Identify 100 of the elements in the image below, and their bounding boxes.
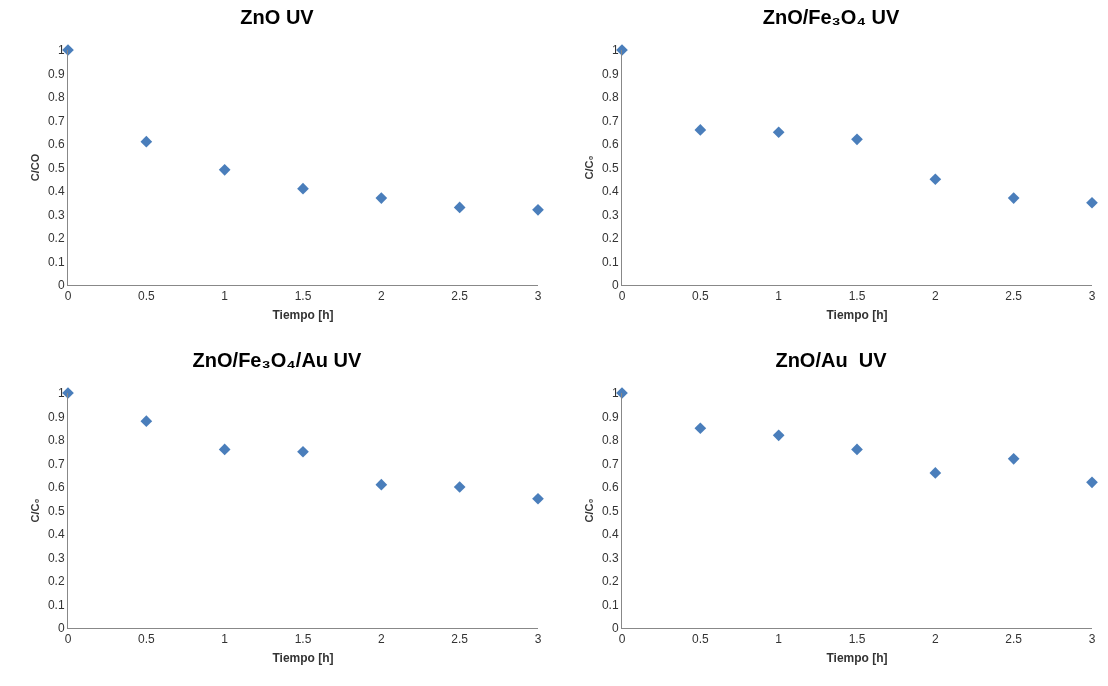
x-tick-label: 3	[1088, 289, 1096, 304]
x-tick-label: 1.5	[848, 289, 866, 304]
y-tick-label: 0.1	[47, 597, 65, 612]
y-tick-label: 0.2	[47, 231, 65, 246]
y-tick-label: 0.5	[47, 160, 65, 175]
y-tick-label: 0.8	[601, 433, 619, 448]
y-tick-label: 0.9	[47, 409, 65, 424]
y-tick-label: 0.7	[601, 113, 619, 128]
x-tick-label: 2	[377, 289, 385, 304]
chart-title: ZnO UV	[240, 6, 315, 29]
point	[297, 182, 309, 195]
y-tick-label: 0.3	[47, 207, 65, 222]
y-tick-label: 0	[57, 278, 65, 293]
point	[851, 133, 863, 146]
point	[851, 443, 863, 456]
point	[453, 201, 466, 214]
y-tick-label: 0	[57, 621, 65, 636]
x-tick-label: 0.5	[691, 289, 709, 304]
y-tick-label: 0.6	[601, 137, 619, 152]
x-tick-label: 1.5	[848, 632, 866, 647]
x-tick-label: 2	[931, 289, 939, 304]
y-tick-label: 0.6	[47, 137, 65, 152]
x-axis-title: Tiempo [h]	[272, 651, 334, 666]
point	[1086, 196, 1098, 209]
x-tick-label: 0.5	[691, 632, 709, 647]
point	[772, 429, 785, 442]
x-tick-label: 2	[377, 632, 385, 647]
y-tick-label: 0	[611, 278, 619, 293]
x-tick-label: 1.5	[294, 289, 312, 304]
y-axis-title: C/CO	[28, 153, 41, 182]
x-tick-label: 2	[931, 632, 939, 647]
y-tick-label: 0.8	[47, 433, 65, 448]
y-tick-label: 1	[57, 43, 65, 58]
point	[218, 164, 231, 176]
y-tick-label: 1	[611, 386, 619, 401]
point	[375, 192, 388, 204]
chart-title: ZnO/Fe₃O₄ UV	[762, 6, 900, 29]
y-tick-label: 0.6	[47, 480, 65, 495]
y-tick-label: 0	[611, 621, 619, 636]
y-axis-title: C/C₀	[28, 498, 41, 523]
y-tick-label: 0.5	[601, 503, 619, 518]
y-tick-label: 0.2	[601, 231, 619, 246]
y-tick-label: 0.1	[601, 254, 619, 269]
y-tick-label: 0.3	[601, 550, 619, 565]
y-tick-label: 0.5	[601, 160, 619, 175]
point	[218, 443, 231, 456]
point	[297, 445, 309, 458]
y-tick-label: 0.8	[47, 90, 65, 105]
x-tick-label: 3	[1088, 632, 1096, 647]
point	[1007, 452, 1020, 465]
y-tick-label: 0.7	[601, 456, 619, 471]
x-axis-title: Tiempo [h]	[826, 651, 888, 666]
x-tick-label: 2.5	[1005, 632, 1023, 647]
y-tick-label: 0.5	[47, 503, 65, 518]
point	[140, 415, 153, 428]
point	[1007, 192, 1020, 204]
x-tick-label: 3	[534, 632, 542, 647]
y-tick-label: 0.9	[601, 66, 619, 81]
point	[375, 478, 388, 491]
y-tick-label: 0.3	[47, 550, 65, 565]
y-tick-label: 0.1	[601, 597, 619, 612]
y-tick-label: 1	[57, 386, 65, 401]
y-tick-label: 0.4	[601, 184, 619, 199]
x-tick-label: 1.5	[294, 632, 312, 647]
y-tick-label: 0.7	[47, 456, 65, 471]
y-tick-label: 0.4	[47, 184, 65, 199]
x-tick-label: 2.5	[451, 632, 469, 647]
x-axis-title: Tiempo [h]	[826, 308, 888, 323]
point	[532, 492, 544, 505]
x-tick-label: 2.5	[1005, 289, 1023, 304]
x-tick-label: 1	[775, 289, 783, 304]
y-tick-label: 0.3	[601, 207, 619, 222]
y-tick-label: 0.2	[47, 574, 65, 589]
point	[532, 203, 544, 216]
point	[1086, 476, 1098, 489]
y-axis-title: C/C₀	[582, 498, 595, 523]
y-tick-label: 0.9	[601, 409, 619, 424]
y-tick-label: 0.9	[47, 66, 65, 81]
x-tick-label: 2.5	[451, 289, 469, 304]
y-tick-label: 0.4	[47, 527, 65, 542]
point	[694, 124, 707, 136]
y-tick-label: 0.1	[47, 254, 65, 269]
x-tick-label: 1	[221, 632, 229, 647]
y-axis-title: C/C₀	[582, 155, 595, 180]
y-tick-label: 1	[611, 43, 619, 58]
x-tick-label: 1	[775, 632, 783, 647]
point	[929, 467, 942, 479]
x-tick-label: 0.5	[137, 289, 155, 304]
x-tick-label: 3	[534, 289, 542, 304]
x-tick-label: 0.5	[137, 632, 155, 647]
y-tick-label: 0.2	[601, 574, 619, 589]
x-axis-title: Tiempo [h]	[272, 308, 334, 323]
y-tick-label: 0.4	[601, 527, 619, 542]
y-tick-label: 0.7	[47, 113, 65, 128]
chart-title: ZnO/Au UV	[775, 349, 888, 372]
point	[929, 173, 942, 186]
point	[694, 422, 707, 435]
chart-title: ZnO/Fe₃O₄/Au UV	[192, 349, 363, 372]
x-tick-label: 1	[221, 289, 229, 304]
point	[140, 135, 153, 148]
